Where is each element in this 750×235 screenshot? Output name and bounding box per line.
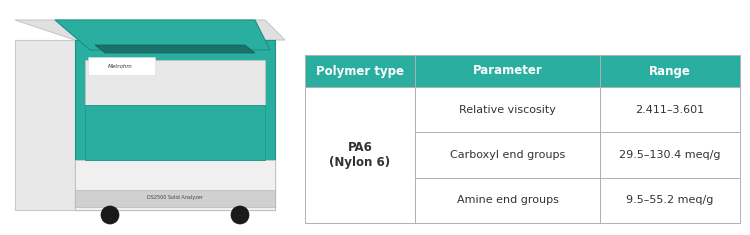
Text: Carboxyl end groups: Carboxyl end groups — [450, 150, 566, 160]
Text: Range: Range — [649, 64, 691, 78]
Polygon shape — [55, 20, 270, 50]
Text: Parameter: Parameter — [472, 64, 542, 78]
Polygon shape — [75, 40, 275, 210]
Text: 9.5–55.2 meq/g: 9.5–55.2 meq/g — [626, 195, 714, 205]
Text: DS2500 Solid Analyzer: DS2500 Solid Analyzer — [147, 196, 203, 200]
Polygon shape — [15, 40, 75, 210]
Polygon shape — [88, 57, 155, 75]
Polygon shape — [75, 190, 275, 207]
Text: Polymer type: Polymer type — [316, 64, 404, 78]
Polygon shape — [75, 160, 275, 210]
Polygon shape — [85, 105, 265, 160]
Circle shape — [231, 206, 249, 224]
Text: 29.5–130.4 meq/g: 29.5–130.4 meq/g — [620, 150, 721, 160]
Text: Metrohm: Metrohm — [108, 63, 132, 68]
Polygon shape — [15, 40, 190, 210]
Polygon shape — [15, 20, 285, 40]
Text: 2.411–3.601: 2.411–3.601 — [635, 105, 704, 115]
Circle shape — [101, 206, 119, 224]
Text: Amine end groups: Amine end groups — [457, 195, 559, 205]
Polygon shape — [95, 45, 255, 53]
Text: Relative viscosity: Relative viscosity — [459, 105, 556, 115]
Polygon shape — [85, 60, 265, 160]
Text: PA6
(Nylon 6): PA6 (Nylon 6) — [329, 141, 391, 169]
